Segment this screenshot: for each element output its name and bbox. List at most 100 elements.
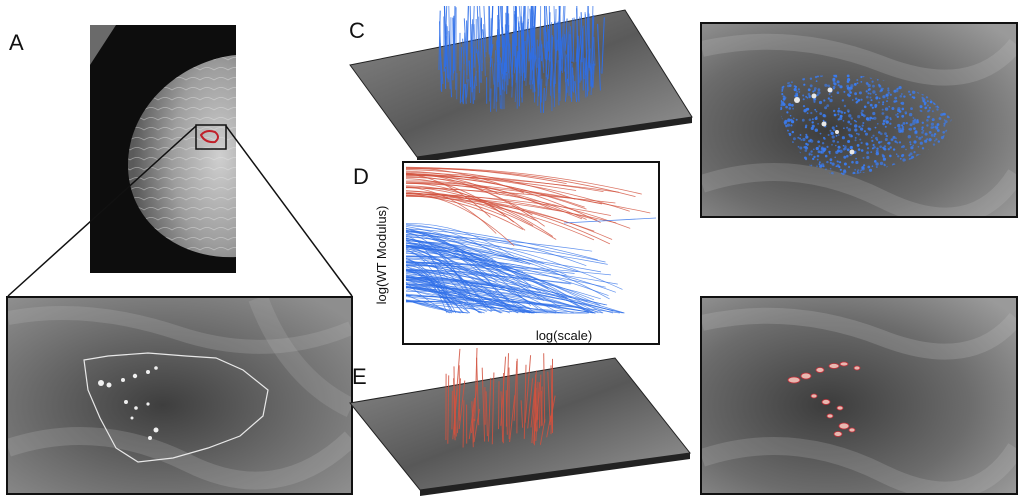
blue-maxima-dot [862,156,865,159]
red-3d-line [543,353,546,423]
blue-maxima-dot [943,124,946,127]
blue-maxima-dot [943,122,946,126]
blue-maxima-dot [928,109,931,112]
blue-maxima-dot [913,140,917,144]
blue-3d-line [558,66,562,93]
blue-maxima-dot [919,141,923,145]
blue-3d-line [473,46,476,68]
blue-maxima-dot [855,160,859,165]
blue-maxima-dot [880,87,883,90]
blue-maxima-dot [856,144,860,147]
blue-3d-line [514,5,517,50]
blue-maxima-dot [856,132,858,135]
blue-maxima-dot [901,127,905,131]
blue-maxima-dot [881,108,884,111]
blue-maxima-dot [780,103,783,107]
blue-maxima-dot [863,130,866,133]
blue-maxima-dot [817,140,820,144]
blue-maxima-dot [854,92,857,96]
blue-maxima-dot [822,119,825,122]
blue-maxima-dot [837,84,840,87]
blue-maxima-dot [786,111,789,114]
blue-maxima-dot [789,114,792,117]
blue-maxima-dot [874,126,877,129]
blue-3d-line [564,78,569,102]
blue-maxima-dot [912,117,915,119]
blue-series-line [405,224,598,261]
blue-maxima-dot [943,119,946,121]
blue-maxima-dot [926,119,929,122]
blue-series-line [405,300,620,314]
blue-series-line [405,258,452,314]
blue-maxima-dot [861,124,864,127]
blue-3d-line [579,44,583,83]
blue-3d-line [474,76,476,101]
blue-maxima-dot [846,74,850,78]
blue-maxima-dot [936,108,939,111]
blue-maxima-dot [878,97,881,100]
chart-series-lines [405,166,657,314]
blue-3d-line [469,60,471,88]
blue-3d-line [590,15,595,87]
calcification-blob [787,376,801,384]
blue-3d-line [588,48,591,68]
blue-maxima-dot [913,127,916,130]
blue-maxima-dot [818,163,821,166]
red-3d-line [509,395,516,443]
blue-maxima-dot [935,106,937,108]
blue-maxima-dot [882,157,886,161]
red-3d-line [535,374,538,432]
blue-maxima-dot [866,101,870,104]
blue-maxima-dot [800,139,803,141]
blue-3d-line [445,24,449,83]
blue-maxima-dot [847,140,851,143]
blue-series-line [405,244,493,312]
blue-series-line [405,248,468,301]
calcification-blob [838,422,850,430]
blue-maxima-dot [837,113,840,116]
blue-maxima-dot [869,96,872,99]
blue-maxima-dot [808,118,812,122]
blue-maxima-dot [833,109,836,113]
blue-maxima-dot [854,139,857,142]
blue-3d-line [453,15,455,71]
blue-series-line [405,234,593,252]
blue-maxima-dot [929,100,933,104]
blue-maxima-dot [855,157,857,160]
blue-maxima-dot [918,136,922,140]
blue-series-line [405,293,557,314]
blue-3d-line [547,52,551,80]
blue-maxima-dot [833,113,837,117]
blue-3d-line [521,22,524,68]
blue-maxima-dot [839,110,842,113]
blue-maxima-dot [808,153,811,156]
blue-maxima-dot [900,102,903,104]
blue-maxima-dot [857,148,861,151]
blue-maxima-dot [901,125,905,129]
blue-3d-line [549,22,553,96]
red-series-line [405,182,583,220]
blue-series-line [405,290,487,312]
blue-maxima-dot [839,149,843,153]
blue-maxima-dot [917,146,920,148]
blue-maxima-dot [883,163,886,166]
blue-maxima-dot [847,110,850,113]
blue-maxima-dot [891,107,895,110]
blue-3d-line [491,58,495,85]
blue-3d-line [558,5,563,60]
blue-maxima-dot [897,108,901,112]
blue-maxima-dot [826,104,830,107]
blue-series-line [405,266,451,297]
blue-3d-line [538,26,541,85]
blue-3d-line [466,5,469,54]
blue-maxima-dot [921,121,924,125]
blue-3d-line [574,81,578,102]
blue-maxima-dot [803,156,807,160]
blue-maxima-dot [921,147,925,150]
blue-maxima-dot [921,136,924,138]
blue-maxima-dot [814,108,817,111]
blue-maxima-dot [873,146,876,149]
blue-maxima-dot [876,147,879,150]
blue-maxima-dot [816,158,819,161]
blue-maxima-dot [931,118,935,122]
